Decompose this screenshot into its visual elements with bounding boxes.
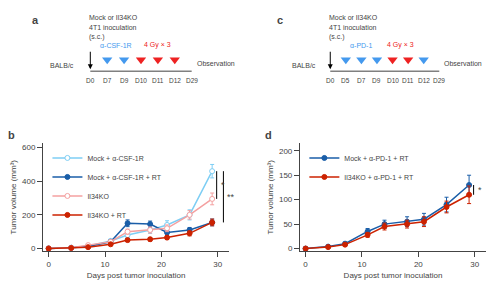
svg-text:50: 50 (283, 220, 292, 229)
svg-text:D11: D11 (152, 77, 164, 84)
svg-text:4T1 inoculation: 4T1 inoculation (329, 24, 377, 31)
svg-text:Tumor volume (mm³): Tumor volume (mm³) (266, 160, 275, 235)
svg-text:(s.c.): (s.c.) (89, 33, 105, 41)
svg-text:10: 10 (358, 260, 367, 269)
svg-text:4 Gy × 3: 4 Gy × 3 (144, 41, 171, 49)
svg-text:Il34KO: Il34KO (87, 193, 109, 200)
svg-text:400: 400 (22, 177, 36, 186)
svg-text:150: 150 (279, 171, 293, 180)
svg-text:100: 100 (279, 195, 293, 204)
svg-text:200: 200 (279, 147, 293, 156)
svg-text:D0: D0 (86, 77, 95, 84)
svg-text:Tumor volume (mm³): Tumor volume (mm³) (9, 160, 18, 235)
svg-text:Days post tumor inoculation: Days post tumor inoculation (344, 271, 443, 280)
svg-text:Observation: Observation (197, 60, 235, 67)
svg-text:Mock or Il34KO: Mock or Il34KO (329, 14, 378, 21)
svg-text:4 Gy × 3: 4 Gy × 3 (387, 41, 414, 49)
svg-text:*: * (221, 180, 225, 190)
svg-text:Mock or Il34KO: Mock or Il34KO (89, 14, 138, 21)
svg-text:α-PD-1: α-PD-1 (350, 42, 372, 49)
svg-text:BALB/c: BALB/c (50, 62, 74, 69)
svg-text:0: 0 (46, 260, 51, 269)
svg-text:20: 20 (414, 260, 423, 269)
svg-text:D12: D12 (418, 77, 430, 84)
svg-text:Mock + α-PD-1 + RT: Mock + α-PD-1 + RT (344, 155, 409, 162)
svg-text:c: c (277, 14, 283, 26)
svg-text:Il34KO + RT: Il34KO + RT (87, 212, 126, 219)
svg-text:D11: D11 (402, 77, 414, 84)
svg-text:30: 30 (470, 260, 479, 269)
svg-text:**: ** (227, 192, 235, 202)
svg-text:D29: D29 (433, 77, 445, 84)
svg-text:b: b (8, 129, 15, 141)
svg-text:600: 600 (22, 143, 36, 152)
svg-text:D29: D29 (186, 77, 198, 84)
svg-text:Observation: Observation (444, 60, 482, 67)
svg-text:D10: D10 (135, 77, 147, 84)
svg-text:BALB/c: BALB/c (292, 62, 316, 69)
svg-text:Mock + α-CSF-1R + RT: Mock + α-CSF-1R + RT (87, 174, 161, 181)
svg-text:0: 0 (31, 244, 36, 253)
svg-text:D12: D12 (169, 77, 181, 84)
svg-text:D7: D7 (103, 77, 112, 84)
svg-text:D0: D0 (326, 77, 335, 84)
svg-text:d: d (265, 129, 272, 141)
svg-text:D9: D9 (120, 77, 129, 84)
svg-text:D10: D10 (387, 77, 399, 84)
svg-text:D7: D7 (357, 77, 366, 84)
svg-text:4T1 inoculation: 4T1 inoculation (89, 24, 137, 31)
svg-text:20: 20 (157, 260, 166, 269)
svg-text:a: a (32, 14, 39, 26)
svg-text:Il34KO + α-PD-1 + RT: Il34KO + α-PD-1 + RT (344, 174, 414, 181)
svg-text:D5: D5 (341, 77, 350, 84)
svg-text:(s.c.): (s.c.) (329, 33, 345, 41)
svg-text:Days post tumor inoculation: Days post tumor inoculation (87, 271, 186, 280)
svg-text:*: * (478, 185, 482, 195)
svg-text:D9: D9 (372, 77, 381, 84)
svg-text:30: 30 (213, 260, 222, 269)
svg-text:10: 10 (101, 260, 110, 269)
svg-text:α-CSF-1R: α-CSF-1R (100, 42, 132, 49)
svg-text:0: 0 (288, 244, 293, 253)
svg-text:Mock + α-CSF-1R: Mock + α-CSF-1R (87, 155, 143, 162)
svg-text:200: 200 (22, 211, 36, 220)
svg-text:0: 0 (303, 260, 308, 269)
